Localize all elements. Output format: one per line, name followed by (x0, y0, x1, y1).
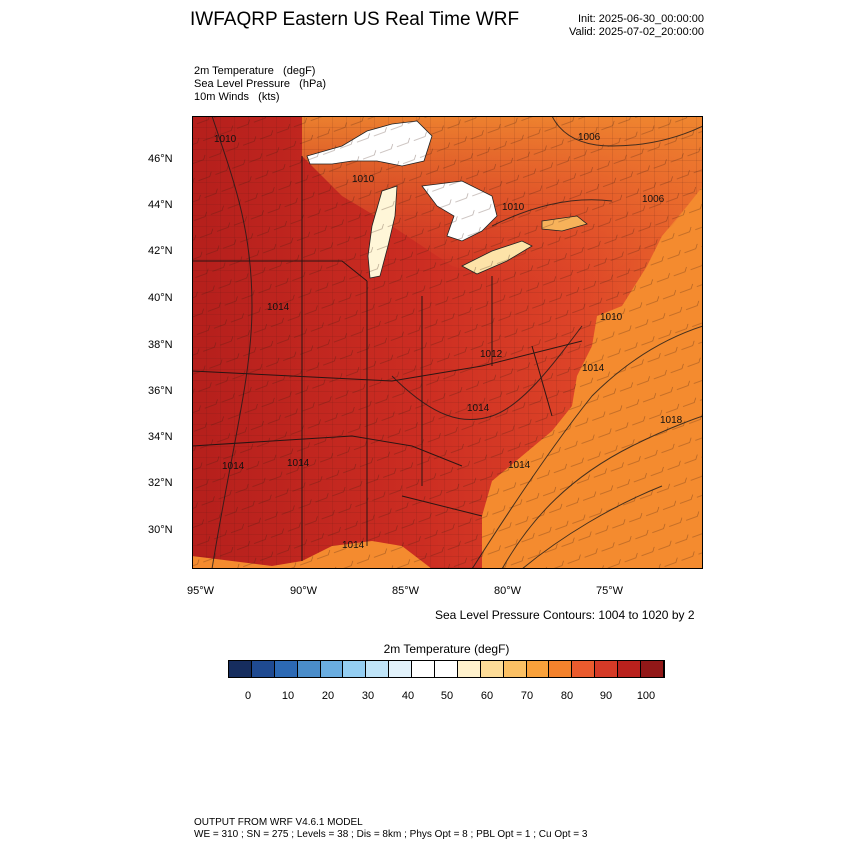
lon-label: 95°W (187, 585, 215, 597)
isobar-label: 1014 (342, 540, 365, 551)
isobar-label: 1014 (508, 460, 531, 471)
lat-label: 34°N (148, 431, 173, 443)
colorbar-swatch (229, 661, 252, 677)
colorbar-swatch (480, 661, 504, 677)
isobar-label: 1012 (480, 349, 503, 360)
lon-label: 75°W (596, 585, 624, 597)
lon-label: 80°W (494, 585, 522, 597)
colorbar (228, 660, 665, 678)
colorbar-swatch (618, 661, 642, 677)
colorbar-swatch (595, 661, 619, 677)
contour-note: Sea Level Pressure Contours: 1004 to 102… (435, 608, 695, 622)
colorbar-swatch (457, 661, 481, 677)
weather-map: 1010 1010 1010 1006 1006 1014 1010 1012 … (192, 116, 703, 569)
colorbar-swatch (297, 661, 321, 677)
field-temperature: 2m Temperature (degF) (194, 65, 316, 77)
isobar-label: 1014 (287, 458, 310, 469)
lat-label: 46°N (148, 153, 173, 165)
lon-label: 85°W (392, 585, 420, 597)
isobar-label: 1006 (642, 194, 665, 205)
colorbar-swatch (320, 661, 344, 677)
isobar-label: 1014 (267, 302, 290, 313)
model-version: OUTPUT FROM WRF V4.6.1 MODEL (194, 817, 363, 828)
colorbar-label: 60 (480, 690, 494, 702)
isobar-label: 1014 (222, 461, 245, 472)
colorbar-label: 100 (636, 690, 656, 702)
wind-barbs (192, 116, 703, 569)
lon-label: 90°W (290, 585, 318, 597)
colorbar-label: 10 (281, 690, 295, 702)
isobar-label: 1010 (352, 174, 375, 185)
colorbar-swatch (503, 661, 527, 677)
colorbar-swatch (389, 661, 413, 677)
colorbar-label: 20 (321, 690, 335, 702)
lat-label: 30°N (148, 524, 173, 536)
isobar-label: 1018 (660, 415, 683, 426)
lat-label: 38°N (148, 339, 173, 351)
lat-label: 42°N (148, 245, 173, 257)
model-config: WE = 310 ; SN = 275 ; Levels = 38 ; Dis … (194, 829, 588, 840)
isobar-contours (211, 116, 703, 569)
colorbar-label: 80 (560, 690, 574, 702)
colorbar-label: 30 (361, 690, 375, 702)
colorbar-swatch (412, 661, 436, 677)
colorbar-swatch (366, 661, 390, 677)
colorbar-swatch (251, 661, 275, 677)
field-winds: 10m Winds (kts) (194, 91, 280, 103)
colorbar-label: 0 (244, 690, 252, 702)
isobar-label: 1014 (467, 403, 490, 414)
isobar-label: 1010 (214, 134, 237, 145)
field-pressure: Sea Level Pressure (hPa) (194, 78, 327, 90)
isobar-label: 1010 (600, 312, 623, 323)
colorbar-swatch (526, 661, 550, 677)
run-times: Init: 2025-06-30_00:00:00 Valid: 2025-07… (500, 13, 704, 39)
lat-label: 36°N (148, 385, 173, 397)
lat-label: 32°N (148, 477, 173, 489)
colorbar-swatch (274, 661, 298, 677)
isobar-label: 1006 (578, 132, 601, 143)
colorbar-swatch (549, 661, 573, 677)
field-list: 2m Temperature (degF) Sea Level Pressure… (194, 65, 326, 104)
colorbar-swatch (641, 661, 664, 677)
colorbar-label: 50 (440, 690, 454, 702)
model-info: OUTPUT FROM WRF V4.6.1 MODEL WE = 310 ; … (194, 817, 587, 841)
colorbar-label: 70 (520, 690, 534, 702)
colorbar-swatch (572, 661, 596, 677)
colorbar-label: 40 (401, 690, 415, 702)
init-time: Init: 2025-06-30_00:00:00 (578, 13, 704, 25)
valid-time: Valid: 2025-07-02_20:00:00 (569, 26, 704, 38)
colorbar-title: 2m Temperature (degF) (383, 642, 510, 656)
plot-title: IWFAQRP Eastern US Real Time WRF (190, 9, 520, 30)
colorbar-swatch (435, 661, 458, 677)
isobar-label: 1010 (502, 202, 525, 213)
map-frame (192, 116, 703, 569)
lat-label: 44°N (148, 199, 173, 211)
isobar-label: 1014 (582, 363, 605, 374)
lat-label: 40°N (148, 292, 173, 304)
colorbar-swatch (343, 661, 367, 677)
colorbar-label: 90 (599, 690, 613, 702)
